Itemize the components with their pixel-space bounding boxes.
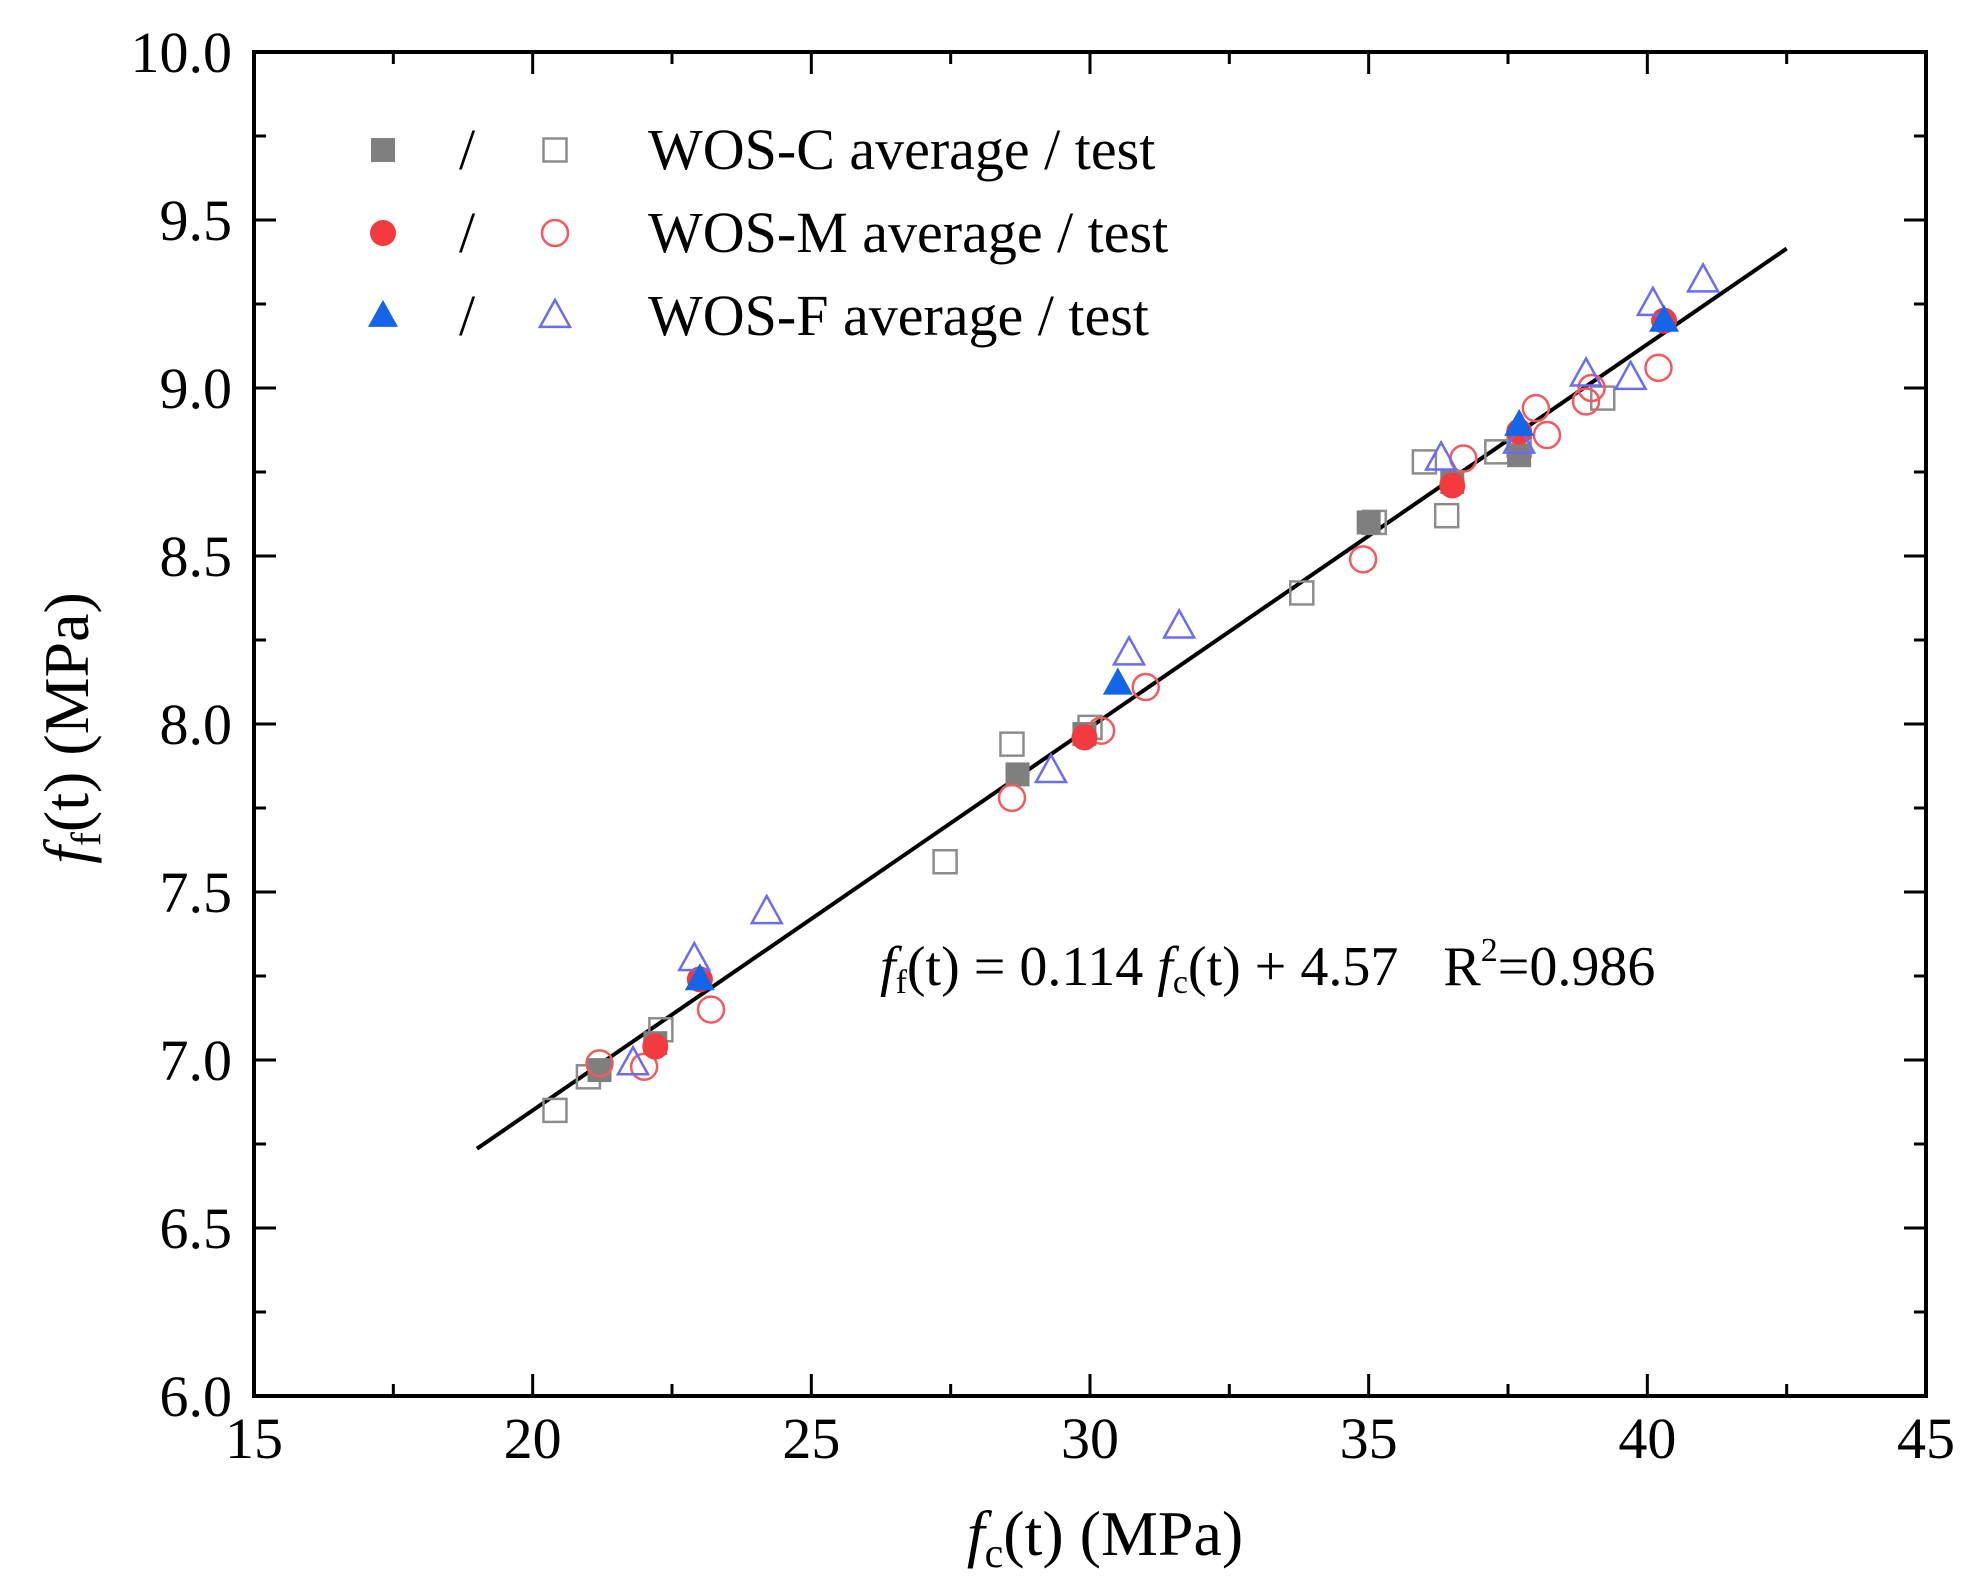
legend-separator: / (459, 200, 476, 265)
circle-average-point (1071, 724, 1098, 751)
legend-test-marker (537, 297, 573, 329)
legend-item: / WOS-F average / test (368, 283, 1149, 348)
legend-label: WOS-M average / test (648, 200, 1168, 265)
triangle-test-point (1568, 355, 1604, 387)
legend-item: / WOS-M average / test (370, 200, 1168, 265)
triangle-test-point (1685, 261, 1721, 293)
circle-test-point (1577, 373, 1606, 403)
square-average-point (587, 1058, 612, 1083)
legend-average-marker (370, 220, 396, 246)
square-average-point (1005, 762, 1030, 787)
data-points (542, 261, 1721, 1124)
legend-test-marker (542, 137, 568, 163)
triangle-test-point (1502, 423, 1537, 454)
triangle-test-point (1033, 752, 1069, 784)
circle-test-point (629, 1052, 659, 1081)
square-average-point (1507, 443, 1532, 468)
x-axis-title: fc(t) (MPa) (967, 1498, 1243, 1577)
square-test-point (1589, 385, 1616, 411)
square-test-point (1289, 580, 1315, 606)
circle-test-point (1131, 672, 1160, 702)
legend-label: WOS-F average / test (648, 283, 1149, 348)
y-tick-label: 6.5 (160, 1196, 233, 1261)
x-tick-label: 30 (1061, 1406, 1119, 1471)
triangle-average-point (1504, 408, 1535, 436)
y-tick-label: 8.5 (160, 524, 233, 589)
x-tick-label: 25 (782, 1406, 840, 1471)
square-test-point (1433, 502, 1460, 529)
triangle-average-point (1649, 304, 1680, 332)
fit-line (475, 246, 1788, 1151)
circle-test-point (1571, 387, 1601, 416)
triangle-test-point (1162, 607, 1197, 639)
square-test-point (999, 731, 1025, 757)
triangle-test-point (1613, 359, 1648, 391)
y-tick-label: 8.0 (160, 692, 233, 757)
square-test-point (932, 849, 958, 875)
circle-average-point (642, 1033, 669, 1060)
y-tick-label: 9.5 (160, 188, 233, 253)
x-tick-label: 20 (504, 1406, 562, 1471)
triangle-test-point (615, 1044, 651, 1076)
legend-separator: / (459, 283, 476, 348)
triangle-test-point (749, 893, 784, 925)
y-tick-label: 6.0 (160, 1364, 233, 1429)
legend: / WOS-C average / test / WOS-M average / te… (368, 117, 1168, 348)
circle-test-point (1348, 545, 1378, 574)
circle-test-point (585, 1049, 614, 1078)
legend-item: / WOS-C average / test (371, 117, 1155, 182)
circle-test-point (997, 783, 1027, 813)
legend-label: WOS-C average / test (648, 117, 1155, 182)
triangle-test-point (1635, 285, 1671, 317)
triangle-test-point (677, 940, 712, 972)
tick-labels: 15 20 25 30 35 40 45 6.0 6.5 7.0 7.5 8.0 8.5 9.0 9.5 10… (131, 20, 1956, 1471)
y-tick-label: 10.0 (131, 20, 233, 85)
x-tick-label: 45 (1897, 1406, 1955, 1471)
y-tick-label: 7.0 (160, 1028, 233, 1093)
x-tick-label: 40 (1618, 1406, 1676, 1471)
x-tick-label: 35 (1340, 1406, 1398, 1471)
triangle-average-point (1102, 667, 1133, 695)
legend-average-marker (371, 138, 395, 162)
triangle-test-point (1111, 634, 1147, 666)
circle-test-point (1644, 353, 1673, 383)
legend-average-marker (368, 299, 398, 327)
legend-separator: / (459, 117, 476, 182)
y-tick-label: 7.5 (160, 860, 233, 925)
fit-line-group (475, 246, 1788, 1151)
circle-test-point (1521, 393, 1551, 423)
triangle-test-point (1423, 439, 1459, 471)
plot-frame (252, 50, 1928, 1398)
fit-equation-label: ff(t) = 0.114 fc(t) + 4.57 R2=0.986 (880, 932, 1655, 1001)
square-test-point (1411, 449, 1438, 475)
square-test-point (542, 1097, 568, 1124)
y-axis-title: ff(t)(MPa) (31, 592, 110, 864)
circle-test-point (696, 995, 726, 1024)
square-average-point (1356, 510, 1381, 535)
legend-test-marker (540, 218, 570, 248)
circle-average-point (1439, 472, 1466, 499)
circle-test-point (1532, 420, 1562, 450)
x-tick-label: 15 (225, 1406, 283, 1471)
triangle-average-point (684, 963, 715, 991)
y-tick-label: 9.0 (160, 356, 233, 421)
